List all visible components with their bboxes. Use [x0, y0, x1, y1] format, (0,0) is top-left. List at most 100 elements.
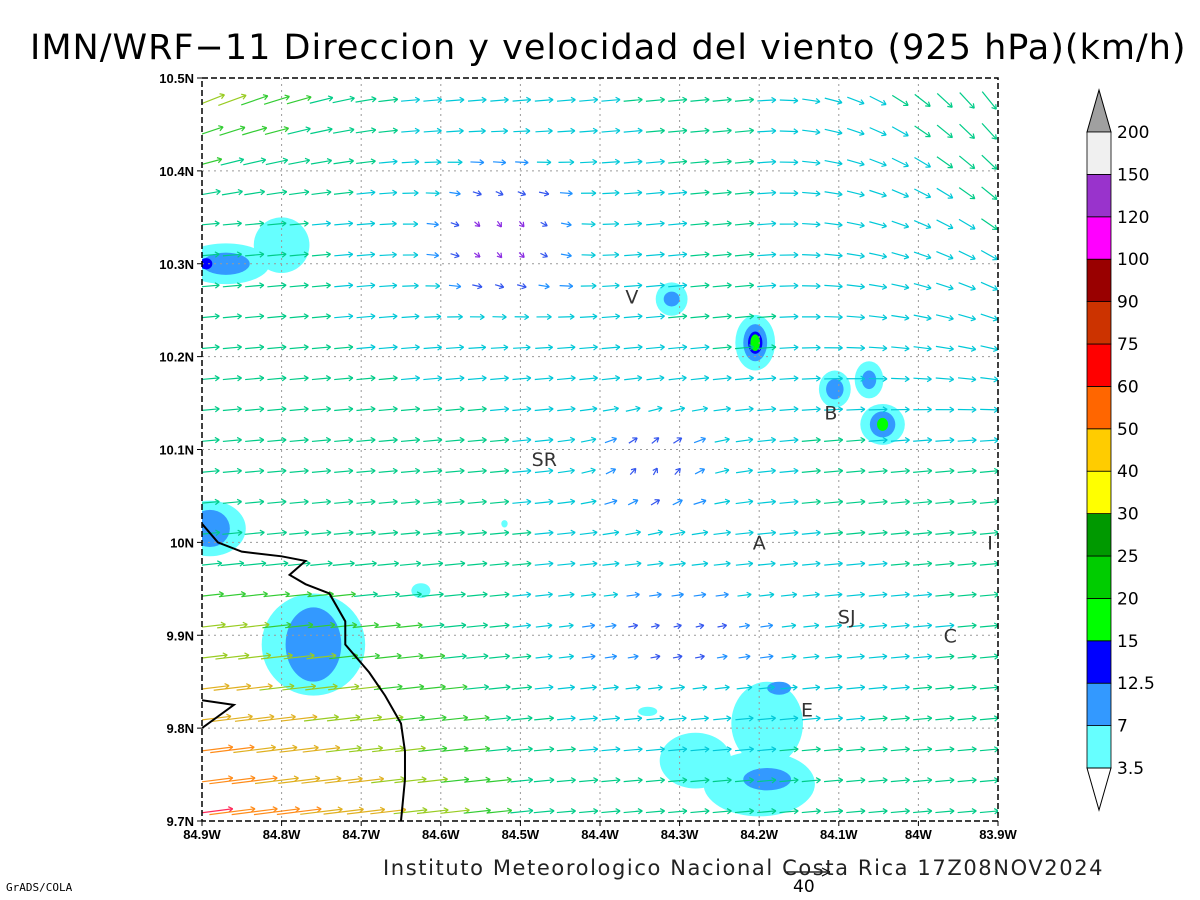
wind-vector-head — [590, 653, 596, 660]
wind-vector-shaft — [602, 562, 620, 566]
wind-vector — [398, 622, 423, 629]
wind-vector-head — [926, 284, 932, 291]
wind-vector-shaft — [890, 531, 910, 535]
wind-vector — [979, 498, 998, 506]
wind-vector-shaft — [280, 716, 318, 722]
wind-vector-head — [637, 746, 643, 753]
coastline-fragment — [202, 699, 237, 729]
wind-vector — [378, 96, 399, 103]
wind-vector-shaft — [712, 98, 732, 102]
wind-vector-head — [771, 375, 777, 382]
wind-vector-shaft — [803, 655, 820, 659]
wind-vector — [890, 560, 910, 567]
wind-vector-shaft — [512, 99, 531, 102]
wind-vector-shaft — [979, 810, 998, 814]
wind-vector-shaft — [202, 715, 232, 721]
wind-vector-shaft — [958, 218, 976, 230]
wind-vector — [401, 344, 420, 351]
wind-vector-head — [904, 560, 910, 567]
wind-vector — [334, 375, 354, 382]
wind-vector-shaft — [779, 285, 799, 287]
wind-vector — [488, 684, 511, 691]
wind-vector-shaft — [289, 377, 309, 381]
wind-vector-shaft — [332, 562, 355, 566]
wind-vector-head — [657, 529, 663, 536]
wind-vector-shaft — [979, 748, 998, 752]
wind-vector-head — [520, 190, 527, 197]
wind-vector-head — [303, 282, 309, 289]
wind-vector-shaft — [263, 95, 290, 105]
wind-vector-head — [219, 93, 225, 100]
wind-vector — [757, 560, 776, 567]
wind-vector — [695, 653, 705, 661]
wind-vector-shaft — [222, 377, 242, 381]
wind-vector — [423, 436, 443, 444]
wind-vector-head — [881, 99, 887, 106]
wind-vector-head — [653, 437, 660, 443]
wind-vector-head — [658, 560, 664, 567]
wind-vector — [353, 622, 379, 629]
wind-vector — [559, 622, 574, 629]
wind-vector — [779, 282, 799, 289]
wind-vector — [802, 282, 821, 290]
wind-vector-head — [659, 344, 665, 351]
wind-vector-shaft — [913, 500, 932, 504]
wind-vector — [267, 498, 287, 506]
wind-vector-shaft — [374, 655, 402, 660]
wind-vector-shaft — [979, 717, 998, 721]
wind-vector-shaft — [846, 748, 866, 752]
wind-vector-head — [637, 777, 643, 784]
wind-vector-head — [993, 808, 998, 815]
wind-vector-head — [592, 375, 598, 382]
wind-vector-head — [837, 529, 844, 537]
wind-vector-shaft — [356, 531, 376, 535]
wind-vector — [534, 715, 555, 722]
wind-vector-head — [948, 254, 954, 260]
wind-vector-head — [503, 375, 509, 382]
wind-vector-shaft — [913, 686, 932, 690]
wind-vector-shaft — [202, 377, 220, 381]
wind-vector — [579, 405, 598, 413]
wind-vector — [490, 498, 510, 506]
wind-vector — [734, 808, 755, 815]
wind-vector-head — [459, 498, 465, 506]
wind-vector-shaft — [442, 686, 468, 690]
wind-vector — [449, 190, 461, 197]
speed-contour — [861, 370, 877, 390]
wind-vector-head — [481, 498, 487, 506]
place-label: I — [987, 532, 993, 554]
wind-vector-head — [570, 808, 576, 815]
wind-vector — [265, 560, 289, 567]
wind-vector — [958, 282, 976, 291]
wind-vector — [980, 376, 998, 383]
wind-vector-head — [259, 220, 265, 227]
wind-vector-shaft — [332, 128, 355, 134]
wind-vector-shaft — [423, 408, 443, 412]
wind-vector-head — [748, 251, 755, 258]
wind-vector-head — [459, 375, 465, 382]
wind-vector-head — [504, 591, 510, 598]
wind-vector-shaft — [254, 777, 299, 785]
wind-vector — [222, 313, 242, 320]
wind-vector-shaft — [346, 808, 385, 815]
wind-vector-head — [236, 282, 242, 289]
footer-credit: Instituto Meteorologico Nacional Costa R… — [383, 856, 1105, 880]
wind-vector-shaft — [579, 562, 598, 566]
wind-vector-head — [570, 715, 576, 722]
wind-vector-shaft — [534, 531, 554, 535]
wind-vector — [624, 374, 643, 382]
wind-vector — [311, 251, 331, 258]
wind-vector-shaft — [958, 282, 976, 290]
wind-vector-shaft — [957, 439, 977, 442]
wind-vector-head — [281, 282, 287, 289]
wind-vector — [913, 560, 933, 567]
wind-vector-head — [349, 126, 355, 134]
wind-vector-shaft — [378, 470, 398, 473]
wind-vector-head — [236, 436, 242, 444]
wind-vector-shaft — [557, 562, 576, 566]
wind-vector-shaft — [913, 251, 932, 259]
wind-vector-head — [704, 189, 710, 196]
wind-vector-shaft — [231, 777, 278, 785]
wind-vector-shaft — [760, 624, 773, 628]
